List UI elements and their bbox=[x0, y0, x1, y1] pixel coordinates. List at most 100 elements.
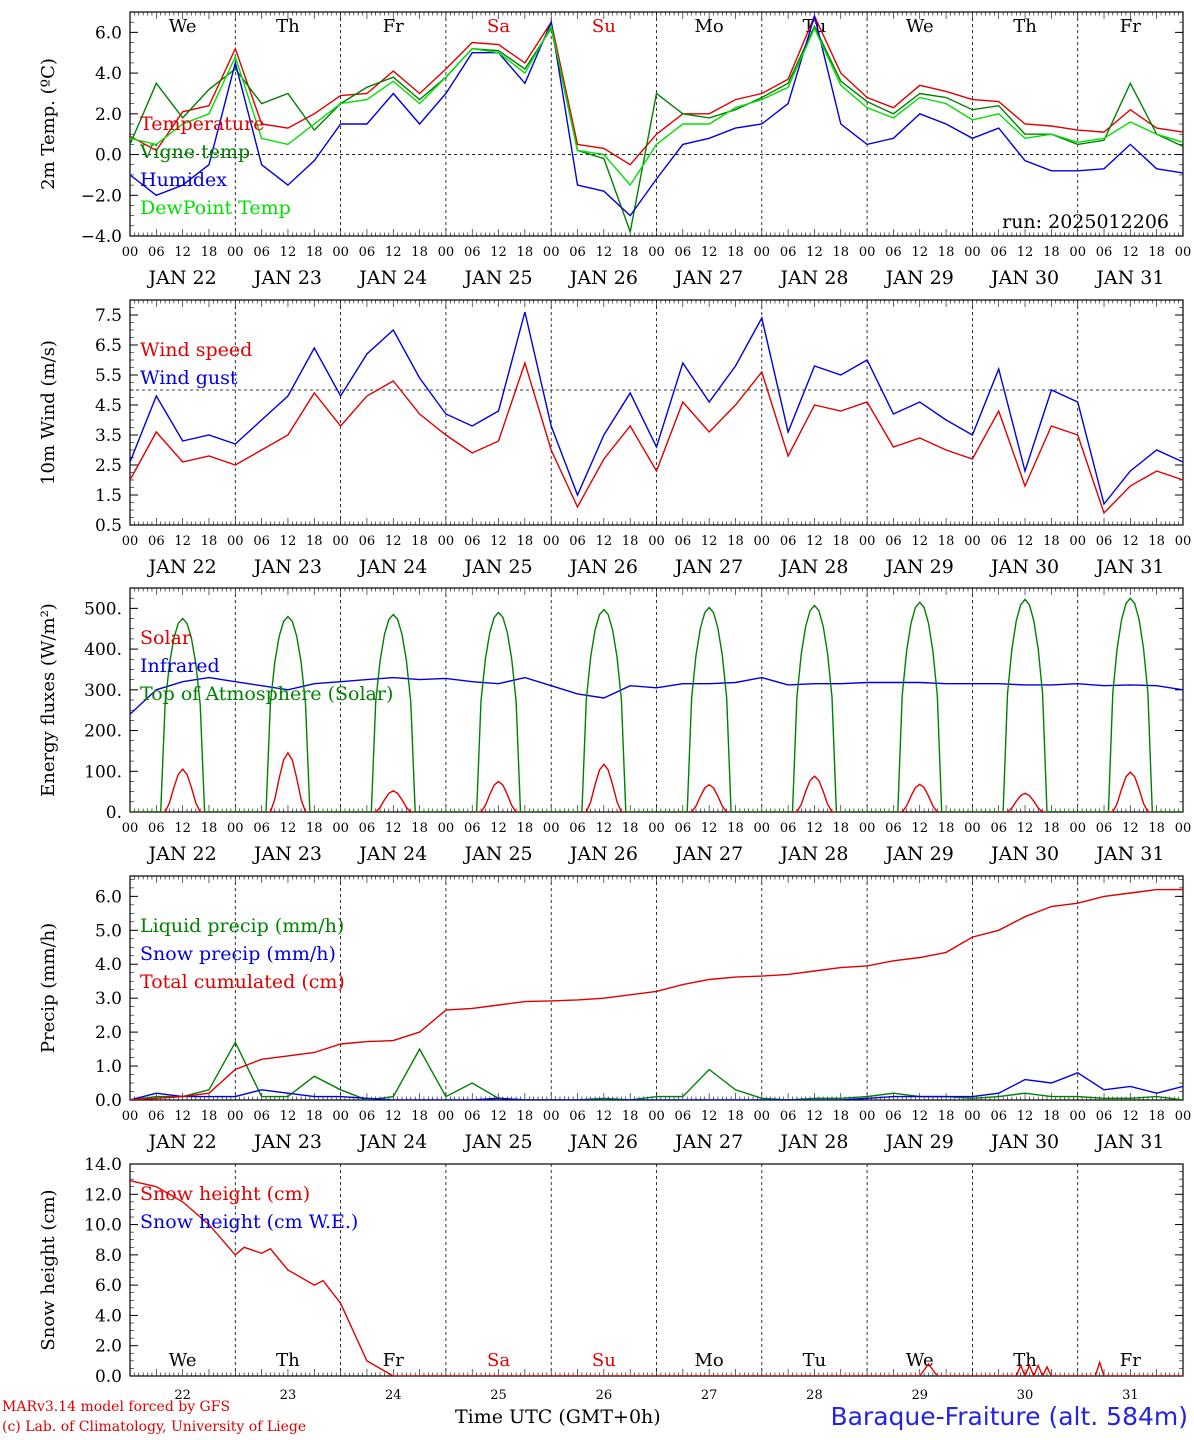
panel3-hour-label: 18 bbox=[1043, 821, 1060, 836]
panel3-hour-label: 06 bbox=[990, 821, 1007, 836]
panel3-hour-label: 00 bbox=[964, 821, 981, 836]
panel1-hour-label: 00 bbox=[648, 245, 665, 260]
panel5-series-snow-height-cm bbox=[130, 1180, 1183, 1376]
panel3-legend-infrared: Infrared bbox=[140, 655, 220, 677]
panel2-hour-label: 00 bbox=[438, 534, 455, 549]
panel3-hour-label: 00 bbox=[859, 821, 876, 836]
panel1-date-label: JAN 26 bbox=[568, 267, 638, 289]
panel2-hour-label: 00 bbox=[332, 534, 349, 549]
panel4-y-tick-label: 3.0 bbox=[95, 989, 122, 1009]
panel1-hour-label: 12 bbox=[596, 245, 613, 260]
panel5-date-number: 22 bbox=[174, 1388, 191, 1403]
panel5-date-number: 30 bbox=[1017, 1388, 1034, 1403]
panel3-date-label: JAN 30 bbox=[989, 843, 1059, 865]
panel2-hour-label: 18 bbox=[622, 534, 639, 549]
panel3-hour-label: 00 bbox=[122, 821, 139, 836]
panel1-series-humidex bbox=[130, 13, 1183, 217]
panel1-hour-label: 06 bbox=[148, 245, 165, 260]
panel2-legend-wind-gust: Wind gust bbox=[140, 367, 238, 389]
panel3-date-label: JAN 25 bbox=[462, 843, 532, 865]
panel4-y-tick-label: 6.0 bbox=[95, 887, 122, 907]
panel3-hour-label: 06 bbox=[464, 821, 481, 836]
panel3-y-tick-label: 100. bbox=[84, 762, 122, 782]
panel4-hour-label: 12 bbox=[280, 1109, 297, 1124]
panel3-y-axis-label: Energy fluxes (W/m²) bbox=[38, 603, 59, 797]
panel2-hour-label: 06 bbox=[885, 534, 902, 549]
panel1-hour-label: 18 bbox=[622, 245, 639, 260]
panel3-date-label: JAN 26 bbox=[568, 843, 638, 865]
panel4-y-tick-label: 5.0 bbox=[95, 921, 122, 941]
panel4-hour-label: 06 bbox=[675, 1109, 692, 1124]
panel1-legend-temperature: Temperature bbox=[140, 113, 264, 135]
panel2-hour-label: 00 bbox=[122, 534, 139, 549]
panel4-date-label: JAN 30 bbox=[989, 1131, 1059, 1153]
panel4-hour-label: 00 bbox=[543, 1109, 560, 1124]
panel3-legend-top-of-atmosphere-solar: Top of Atmosphere (Solar) bbox=[140, 683, 393, 705]
panel5-legend-snow-height-cm-w-e: Snow height (cm W.E.) bbox=[140, 1211, 358, 1233]
panel3-hour-label: 18 bbox=[833, 821, 850, 836]
panel3-hour-label: 06 bbox=[1096, 821, 1113, 836]
panel4-hour-label: 00 bbox=[859, 1109, 876, 1124]
panel4-hour-label: 00 bbox=[1175, 1109, 1192, 1124]
panel4-hour-label: 12 bbox=[806, 1109, 823, 1124]
panel5-y-tick-label: 0.0 bbox=[95, 1367, 122, 1387]
panel4-hour-label: 06 bbox=[780, 1109, 797, 1124]
panel4-hour-label: 18 bbox=[1043, 1109, 1060, 1124]
panel1-y-tick-label: −2.0 bbox=[81, 186, 122, 206]
panel1-legend-vigne-temp: Vigne temp bbox=[139, 141, 250, 163]
panel1-day-label: Fr bbox=[383, 16, 404, 37]
panel4-date-label: JAN 31 bbox=[1094, 1131, 1164, 1153]
panel2-hour-label: 06 bbox=[359, 534, 376, 549]
panel4-y-tick-label: 2.0 bbox=[95, 1023, 122, 1043]
panel1-hour-label: 00 bbox=[1069, 245, 1086, 260]
panel2-hour-label: 00 bbox=[754, 534, 771, 549]
panel4-hour-label: 06 bbox=[569, 1109, 586, 1124]
panel5-y-tick-label: 2.0 bbox=[95, 1337, 122, 1357]
panel3-y-tick-label: 500. bbox=[84, 599, 122, 619]
panel2-hour-label: 18 bbox=[306, 534, 323, 549]
panel1-y-tick-label: −4.0 bbox=[81, 227, 122, 247]
panel3-hour-label: 18 bbox=[938, 821, 955, 836]
panel1-day-label: Sa bbox=[487, 16, 510, 37]
panel1-hour-label: 06 bbox=[885, 245, 902, 260]
panel3-hour-label: 12 bbox=[385, 821, 402, 836]
panel2-date-label: JAN 22 bbox=[147, 556, 217, 578]
panel1-day-label: Su bbox=[592, 16, 616, 37]
panel1-hour-label: 00 bbox=[964, 245, 981, 260]
panel3-hour-label: 12 bbox=[701, 821, 718, 836]
panel5-date-number: 26 bbox=[596, 1388, 613, 1403]
panel2-hour-label: 18 bbox=[517, 534, 534, 549]
panel3-hour-label: 06 bbox=[359, 821, 376, 836]
panel2-date-label: JAN 30 bbox=[989, 556, 1059, 578]
panel2-hour-label: 12 bbox=[385, 534, 402, 549]
panel4-hour-label: 12 bbox=[701, 1109, 718, 1124]
panel2-hour-label: 06 bbox=[1096, 534, 1113, 549]
panel4-hour-label: 12 bbox=[1017, 1109, 1034, 1124]
panel3-hour-label: 12 bbox=[174, 821, 191, 836]
panel1-hour-label: 18 bbox=[1148, 245, 1165, 260]
panel2-legend-wind-speed: Wind speed bbox=[140, 339, 252, 361]
panel3-hour-label: 00 bbox=[754, 821, 771, 836]
panel5-legend-snow-height-cm: Snow height (cm) bbox=[140, 1183, 310, 1205]
panel2-hour-label: 00 bbox=[859, 534, 876, 549]
panel1-hour-label: 06 bbox=[464, 245, 481, 260]
panel3-hour-label: 12 bbox=[490, 821, 507, 836]
panel5-y-tick-label: 12.0 bbox=[84, 1185, 122, 1205]
panel2-hour-label: 00 bbox=[1069, 534, 1086, 549]
panel4-hour-label: 00 bbox=[227, 1109, 244, 1124]
panel1-day-label: Mo bbox=[695, 16, 724, 37]
panel1-hour-label: 06 bbox=[1096, 245, 1113, 260]
panel3-y-tick-label: 200. bbox=[84, 722, 122, 742]
panel4-hour-label: 18 bbox=[411, 1109, 428, 1124]
panel5-y-axis-label: Snow height (cm) bbox=[38, 1189, 59, 1350]
panel1-hour-label: 00 bbox=[543, 245, 560, 260]
panel2-hour-label: 12 bbox=[911, 534, 928, 549]
panel2-hour-label: 12 bbox=[1122, 534, 1139, 549]
panel2-hour-label: 06 bbox=[569, 534, 586, 549]
panel1-hour-label: 12 bbox=[174, 245, 191, 260]
panel3-hour-label: 12 bbox=[596, 821, 613, 836]
panel4-date-label: JAN 29 bbox=[884, 1131, 954, 1153]
panel3-hour-label: 00 bbox=[438, 821, 455, 836]
panel2-hour-label: 18 bbox=[411, 534, 428, 549]
